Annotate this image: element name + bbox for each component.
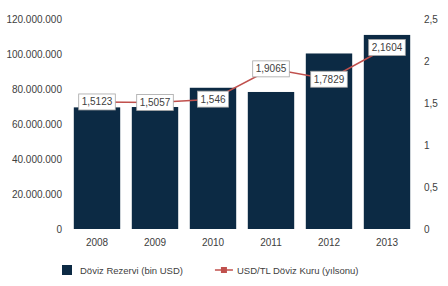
y-tick-label: 20.000.000	[12, 189, 62, 200]
y2-tick-label: 2,5	[424, 14, 438, 25]
y-tick-label: 40.000.000	[12, 154, 62, 165]
x-tick-label: 2009	[144, 237, 167, 248]
bar	[248, 92, 294, 229]
data-label-text: 2,1604	[372, 42, 403, 53]
legend-swatch	[62, 265, 72, 275]
bar	[190, 88, 236, 229]
y-tick-label: 100.000.000	[6, 49, 62, 60]
data-label-box	[311, 71, 348, 87]
y-tick-label: 80.000.000	[12, 84, 62, 95]
y-tick-label: 120.000.000	[6, 14, 62, 25]
data-label: 1,5123	[79, 94, 116, 110]
data-label-text: 1,5057	[140, 97, 171, 108]
bar	[364, 35, 410, 229]
data-label-box	[253, 61, 290, 77]
data-label-box	[79, 94, 116, 110]
legend-label: USD/TL Döviz Kuru (yılsonu)	[237, 265, 359, 276]
data-label-box	[197, 91, 228, 107]
x-tick-label: 2013	[376, 237, 399, 248]
data-label-text: 1,5123	[82, 96, 113, 107]
data-label: 1,9065	[253, 61, 290, 77]
plot-area	[74, 35, 410, 229]
x-tick-label: 2008	[86, 237, 109, 248]
data-label: 1,5057	[137, 95, 174, 111]
bar	[74, 107, 120, 229]
y2-tick-label: 0,5	[424, 182, 438, 193]
y2-tick-label: 1,5	[424, 98, 438, 109]
data-labels: 1,5123 1,5057 1,546 1,9065 1,7829 2,1604	[79, 40, 406, 111]
data-label-text: 1,9065	[256, 63, 287, 74]
y-tick-label: 60.000.000	[12, 119, 62, 130]
legend-swatch	[221, 267, 227, 273]
x-tick-label: 2011	[260, 237, 282, 248]
chart: 0 20.000.000 40.000.000 60.000.000 80.000.00…	[0, 0, 448, 286]
data-label: 1,7829	[311, 71, 348, 87]
data-label-text: 1,546	[200, 94, 225, 105]
legend: Döviz Rezervi (bin USD) USD/TL Döviz Kuru…	[62, 265, 359, 276]
data-label: 1,546	[197, 91, 228, 107]
x-tick-label: 2012	[318, 237, 341, 248]
data-label: 2,1604	[369, 40, 406, 56]
x-tick-label: 2010	[202, 237, 225, 248]
data-label-box	[137, 95, 174, 111]
data-label-text: 1,7829	[314, 74, 345, 85]
y-tick-label: 0	[56, 224, 62, 235]
bar	[132, 107, 178, 229]
data-label-box	[369, 40, 406, 56]
legend-label: Döviz Rezervi (bin USD)	[80, 265, 183, 276]
y2-tick-label: 2	[424, 56, 430, 67]
y2-tick-label: 0	[424, 224, 430, 235]
y2-tick-label: 1	[424, 140, 430, 151]
bar	[306, 53, 352, 229]
